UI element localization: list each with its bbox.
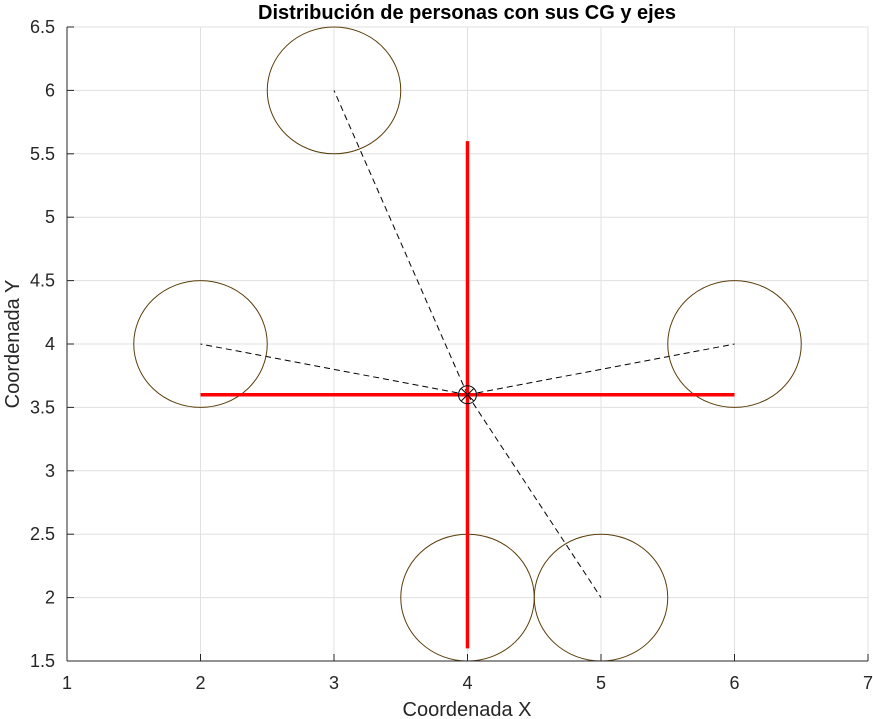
axes [66,26,869,662]
y-tick-label: 3 [45,461,55,481]
x-tick-label: 3 [329,673,339,693]
y-tick-label: 3.5 [30,397,55,417]
y-tick-label: 4 [45,334,55,354]
cg-marker [458,385,477,405]
x-tick-label: 1 [62,673,72,693]
x-tick-label: 6 [729,673,739,693]
person-circle [667,280,802,408]
chart-title: Distribución de personas con sus CG y ej… [258,2,676,24]
cg-connector-line [467,343,735,396]
cg-connector-line [200,343,468,396]
y-tick-label: 2.5 [30,524,55,544]
tick-labels: 1 2 3 4 5 6 7 1.5 2 2.5 3 3.5 4 4.5 5 5.5 6 6.5 [30,17,873,693]
y-tick-label: 2 [45,588,55,608]
x-tick-label: 4 [462,673,472,693]
y-tick-label: 1.5 [30,651,55,671]
x-tick-label: 5 [596,673,606,693]
x-axis-label: Coordenada X [403,699,532,719]
y-tick-label: 6.5 [30,17,55,37]
plot-area [133,26,802,662]
y-tick-label: 5 [45,207,55,227]
y-tick-label: 6 [45,80,55,100]
cg-marker-cross [461,388,474,402]
y-tick-label: 5.5 [30,144,55,164]
y-axis-label: Coordenada Y [2,280,24,409]
y-tick-label: 4.5 [30,271,55,291]
x-tick-label: 2 [195,673,205,693]
cg-connector-line [467,394,602,598]
person-circle [266,26,402,155]
cg-connector-line [333,90,468,395]
person-circle [133,280,268,408]
x-tick-label: 7 [863,673,873,693]
